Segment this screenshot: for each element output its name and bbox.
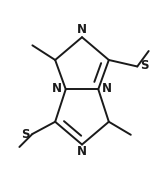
Text: S: S bbox=[140, 59, 148, 72]
Text: S: S bbox=[21, 128, 30, 141]
Text: N: N bbox=[52, 82, 62, 95]
Text: N: N bbox=[77, 23, 87, 36]
Text: N: N bbox=[77, 145, 87, 158]
Text: N: N bbox=[102, 82, 112, 95]
